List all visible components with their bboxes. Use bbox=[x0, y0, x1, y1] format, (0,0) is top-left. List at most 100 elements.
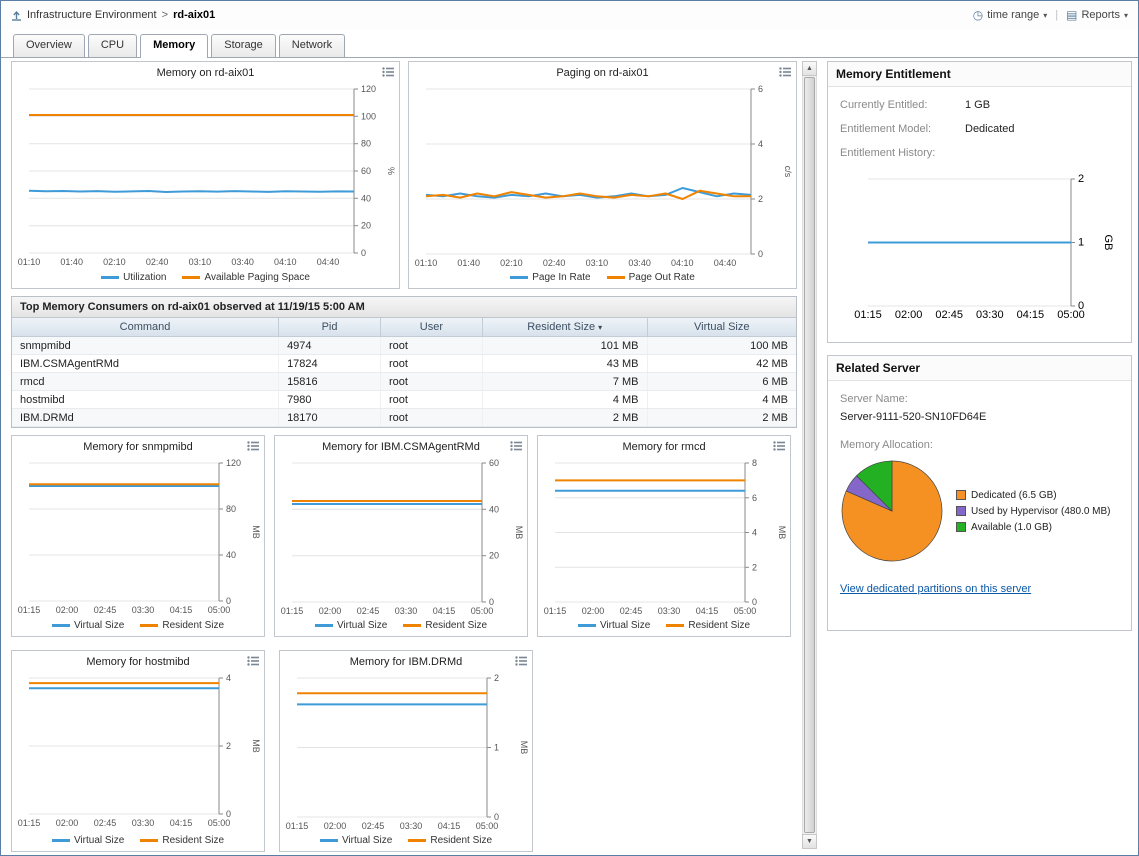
column-header-pid[interactable]: Pid bbox=[278, 318, 381, 337]
column-header-command[interactable]: Command bbox=[12, 318, 280, 337]
legend-label: Resident Size bbox=[430, 834, 493, 846]
field-value: Dedicated bbox=[965, 123, 1015, 135]
svg-text:03:40: 03:40 bbox=[231, 257, 254, 267]
table-cell: root bbox=[380, 390, 483, 409]
svg-text:05:00: 05:00 bbox=[208, 818, 231, 828]
csmagentrmd-line-chart: 0 20 40 60 MB 01:15 02:00 02:45 03:30 04:15 05:00 bbox=[278, 455, 524, 617]
chart-legend: Virtual Size Resident Size bbox=[15, 617, 261, 633]
svg-text:MB: MB bbox=[777, 526, 787, 540]
svg-text:04:15: 04:15 bbox=[170, 818, 193, 828]
legend-label: Virtual Size bbox=[73, 619, 125, 631]
chart-menu-icon[interactable] bbox=[773, 441, 785, 451]
svg-text:02:00: 02:00 bbox=[56, 818, 79, 828]
svg-text:1: 1 bbox=[1078, 237, 1084, 249]
tab-memory[interactable]: Memory bbox=[140, 34, 209, 58]
tab-overview[interactable]: Overview bbox=[13, 34, 85, 57]
table-cell: 42 MB bbox=[647, 354, 796, 373]
svg-text:MB: MB bbox=[251, 739, 261, 753]
chart-menu-icon[interactable] bbox=[247, 656, 259, 666]
tab-cpu[interactable]: CPU bbox=[87, 34, 138, 57]
svg-text:03:30: 03:30 bbox=[400, 821, 423, 831]
legend-item: Page In Rate bbox=[510, 272, 591, 283]
scrollbar-track[interactable] bbox=[802, 76, 817, 834]
drmd-line-chart: 0 1 2 MB 01:15 02:00 02:45 03:30 04:15 05:00 bbox=[283, 670, 529, 832]
chart-menu-icon[interactable] bbox=[779, 67, 791, 77]
svg-text:02:10: 02:10 bbox=[500, 258, 523, 268]
hostmibd-chart-panel: Memory for hostmibd 0 2 4 MB 01:15 02:00 02:45… bbox=[11, 650, 265, 852]
chart-menu-icon[interactable] bbox=[510, 441, 522, 451]
legend-label: Utilization bbox=[123, 271, 167, 283]
chart-menu-icon[interactable] bbox=[247, 441, 259, 451]
scrollbar-thumb[interactable] bbox=[804, 77, 815, 833]
svg-text:03:10: 03:10 bbox=[189, 257, 212, 267]
svg-text:60: 60 bbox=[361, 166, 371, 176]
memory-allocation-chart: Dedicated (6.5 GB) Used by Hypervisor (48… bbox=[840, 459, 1119, 563]
column-header-virtual-size[interactable]: Virtual Size bbox=[647, 318, 796, 337]
svg-text:0: 0 bbox=[361, 248, 366, 258]
legend-label: Available Paging Space bbox=[204, 271, 310, 283]
chart-header: Memory for IBM.DRMd bbox=[283, 654, 529, 670]
svg-text:80: 80 bbox=[361, 139, 371, 149]
reports-label: Reports bbox=[1081, 9, 1120, 21]
time-range-control[interactable]: ◷ time range ▾ bbox=[973, 8, 1047, 22]
legend-swatch bbox=[140, 623, 159, 627]
entitlement-history-chart: 0 1 2 GB 01:15 02:00 02:45 03:30 04:15 05:00 bbox=[854, 171, 1114, 321]
table-cell: hostmibd bbox=[12, 390, 280, 409]
pie-legend-item: Available (1.0 GB) bbox=[956, 522, 1111, 533]
legend-item: Resident Size bbox=[140, 620, 224, 631]
table-row[interactable]: IBM.CSMAgentRMd 17824 root 43 MB 42 MB bbox=[12, 354, 796, 373]
memory-allocation-pie bbox=[840, 459, 944, 563]
panel-body: Currently Entitled: 1 GB Entitlement Mod… bbox=[828, 87, 1131, 337]
chart-menu-icon[interactable] bbox=[382, 67, 394, 77]
svg-text:80: 80 bbox=[226, 504, 236, 514]
table-cell: root bbox=[380, 372, 483, 391]
tab-network[interactable]: Network bbox=[278, 34, 346, 57]
svg-text:03:30: 03:30 bbox=[132, 605, 155, 615]
vertical-scrollbar[interactable]: ▲ ▼ bbox=[802, 61, 817, 849]
table-row[interactable]: snmpmibd 4974 root 101 MB 100 MB bbox=[12, 336, 796, 355]
currently-entitled-field: Currently Entitled: 1 GB bbox=[840, 99, 1119, 111]
breadcrumb-root[interactable]: Infrastructure Environment bbox=[27, 9, 157, 21]
svg-text:04:15: 04:15 bbox=[170, 605, 193, 615]
table-cell: IBM.CSMAgentRMd bbox=[12, 354, 280, 373]
legend-label: Resident Size bbox=[162, 834, 225, 846]
column-header-resident-size[interactable]: Resident Size ▾ bbox=[482, 318, 648, 337]
reports-control[interactable]: ▤ Reports ▾ bbox=[1066, 8, 1128, 22]
legend-label: Page Out Rate bbox=[628, 271, 695, 283]
svg-text:02:45: 02:45 bbox=[94, 818, 117, 828]
svg-text:40: 40 bbox=[226, 550, 236, 560]
paging-line-chart: 0 2 4 6 c/s 01:10 01:40 02:10 02:40 03:10 03:40 04:… bbox=[412, 81, 793, 269]
svg-text:0: 0 bbox=[494, 812, 499, 822]
chart-title: Memory for hostmibd bbox=[86, 656, 190, 668]
table-cell: 4974 bbox=[278, 336, 381, 355]
pie-legend-item: Dedicated (6.5 GB) bbox=[956, 490, 1111, 501]
svg-text:120: 120 bbox=[226, 458, 241, 468]
legend-label: Resident Size bbox=[425, 619, 488, 631]
legend-swatch bbox=[101, 275, 120, 279]
process-charts-row-2: Memory for hostmibd 0 2 4 MB 01:15 02:00 02:45… bbox=[11, 650, 797, 852]
chevron-down-icon: ▾ bbox=[1123, 10, 1128, 20]
tab-storage[interactable]: Storage bbox=[211, 34, 276, 57]
svg-text:04:40: 04:40 bbox=[317, 257, 340, 267]
svg-text:02:00: 02:00 bbox=[56, 605, 79, 615]
sort-desc-icon: ▾ bbox=[598, 323, 603, 332]
scroll-down-button[interactable]: ▼ bbox=[802, 834, 817, 849]
scroll-up-button[interactable]: ▲ bbox=[802, 61, 817, 76]
svg-text:20: 20 bbox=[489, 551, 499, 561]
column-header-user[interactable]: User bbox=[380, 318, 483, 337]
chart-menu-icon[interactable] bbox=[515, 656, 527, 666]
svg-text:04:10: 04:10 bbox=[671, 258, 694, 268]
server-name-value: Server-9111-520-SN10FD64E bbox=[840, 411, 987, 423]
svg-text:01:15: 01:15 bbox=[18, 605, 41, 615]
table-row[interactable]: hostmibd 7980 root 4 MB 4 MB bbox=[12, 390, 796, 409]
csmagentrmd-chart-panel: Memory for IBM.CSMAgentRMd 0 20 40 60 MB 01:1… bbox=[274, 435, 528, 637]
table-row[interactable]: IBM.DRMd 18170 root 2 MB 2 MB bbox=[12, 408, 796, 427]
top-memory-consumers-panel: Top Memory Consumers on rd-aix01 observe… bbox=[11, 296, 797, 428]
svg-text:01:40: 01:40 bbox=[60, 257, 83, 267]
chart-legend: Virtual Size Resident Size bbox=[541, 617, 787, 633]
table-title: Top Memory Consumers on rd-aix01 observe… bbox=[12, 297, 796, 318]
svg-text:05:00: 05:00 bbox=[476, 821, 499, 831]
svg-text:02:40: 02:40 bbox=[146, 257, 169, 267]
view-dedicated-partitions-link[interactable]: View dedicated partitions on this server bbox=[840, 583, 1032, 595]
table-row[interactable]: rmcd 15816 root 7 MB 6 MB bbox=[12, 372, 796, 391]
